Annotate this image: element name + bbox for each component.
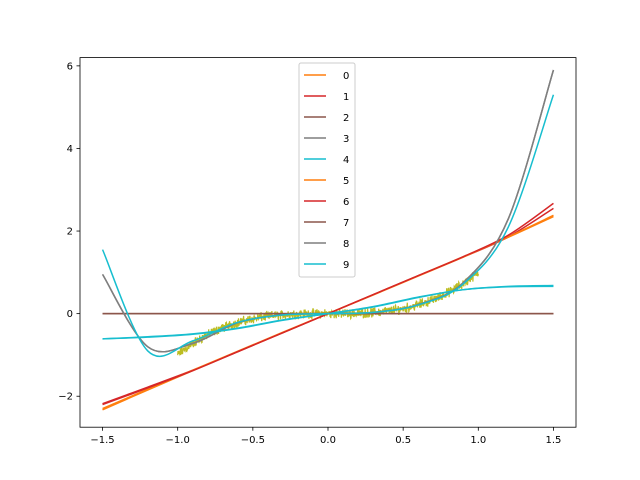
plot-area [101,69,555,411]
x-tick-label: 1.0 [470,435,486,446]
y-tick-label: −2 [58,392,73,403]
y-tick-label: 4 [67,144,73,155]
x-tick-label: −0.5 [241,435,265,446]
series-line-9-sigmoid [102,285,554,340]
legend-label-5: 5 [343,176,349,187]
x-tick-label: −1.5 [90,435,114,446]
x-tick-label: 1.5 [546,435,562,446]
x-tick-label: −1.0 [166,435,190,446]
y-tick-label: 6 [67,61,73,72]
legend-label-0: 0 [343,71,349,82]
legend: 0 1 2 3 4 5 6 7 8 9 [298,62,356,278]
x-tick-label: 0.0 [320,435,336,446]
legend-label-6: 6 [343,197,349,208]
axes: −1.5 −1.0 −0.5 0.0 0.5 1.0 1.5 −2 0 2 4 6 [58,57,577,446]
y-tick-label: 2 [67,227,73,238]
x-tick-label: 0.5 [395,435,411,446]
legend-label-8: 8 [343,239,349,250]
legend-label-3: 3 [343,134,349,145]
y-tick-label: 0 [67,309,73,320]
legend-label-7: 7 [343,218,349,229]
legend-label-4: 4 [343,155,349,166]
legend-label-2: 2 [343,113,349,124]
plot-clip-group [101,69,555,411]
legend-label-1: 1 [343,92,349,103]
legend-label-9: 9 [343,260,349,271]
